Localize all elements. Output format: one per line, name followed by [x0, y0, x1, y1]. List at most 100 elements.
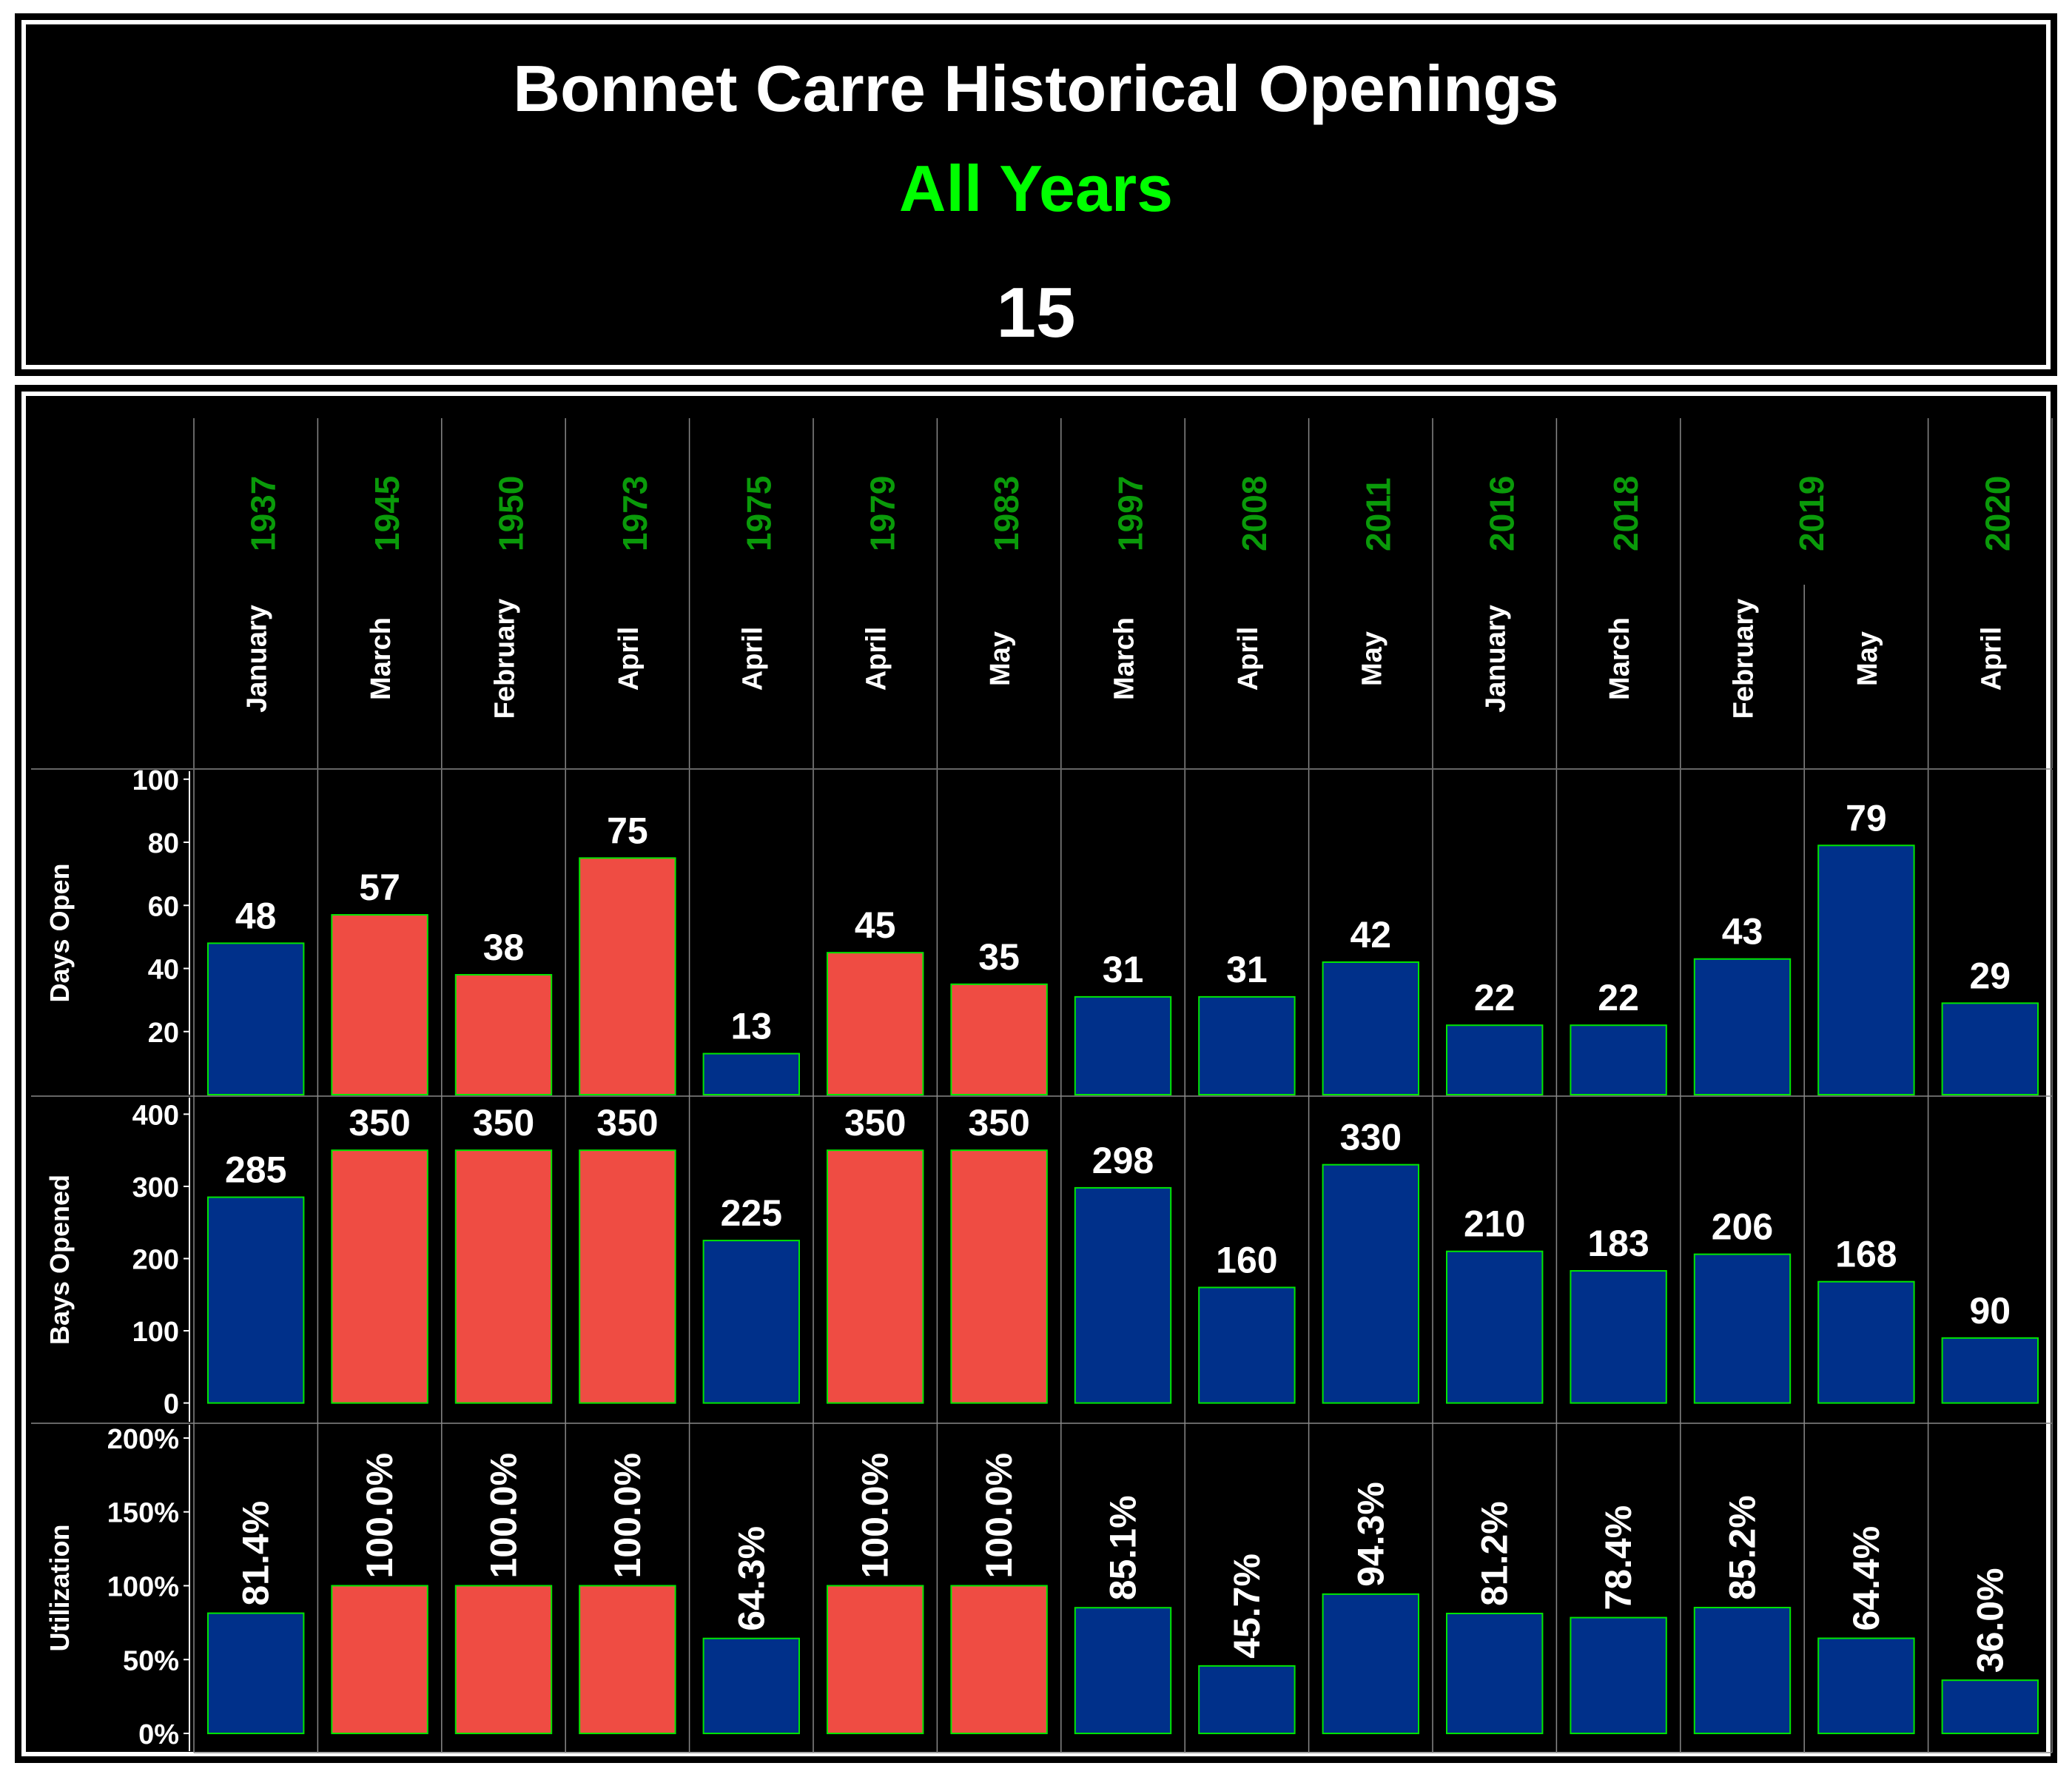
y-tick-label: 40 — [148, 955, 179, 986]
data-label: 350 — [844, 1102, 906, 1143]
panel-days-open: Days Open 20 40 60 80 100 48 57 38 75 13 45 35 31 31 42… — [44, 765, 2039, 1096]
y-tick-label: 150% — [107, 1498, 179, 1529]
data-label: 100.0% — [855, 1453, 896, 1579]
data-label: 22 — [1474, 977, 1516, 1018]
bar — [827, 1149, 924, 1404]
y-tick-label: 400 — [132, 1100, 179, 1131]
bar — [1446, 1024, 1544, 1096]
bar — [454, 974, 553, 1095]
bar — [1198, 1665, 1296, 1735]
month-label: April — [1976, 627, 2007, 691]
year-label: 1950 — [492, 476, 531, 551]
month-label: February — [490, 599, 521, 719]
year-label: 1997 — [1111, 476, 1150, 551]
data-label: 81.2% — [1474, 1501, 1516, 1606]
year-label: 2016 — [1483, 476, 1521, 551]
data-label: 100.0% — [359, 1453, 400, 1579]
year-label: 2011 — [1359, 477, 1397, 551]
year-label: 2019 — [1792, 476, 1831, 551]
month-label: January — [1481, 605, 1512, 713]
data-label: 64.3% — [730, 1526, 772, 1631]
data-label: 160 — [1216, 1240, 1277, 1281]
data-label: 350 — [473, 1102, 534, 1143]
bar — [827, 1585, 924, 1735]
bar — [207, 1612, 305, 1735]
y-tick-label: 200 — [132, 1245, 179, 1276]
panel-utilization: Utilization 0% 50% 100% 150% 200% 81.4% 100.0% 1… — [44, 1424, 2039, 1751]
year-label: 1945 — [368, 476, 406, 551]
bar — [950, 1149, 1048, 1404]
y-axis-label: Utilization — [44, 1525, 75, 1652]
data-label: 36.0% — [1969, 1568, 2011, 1673]
year-label: 2020 — [1978, 476, 2016, 551]
bar — [702, 1240, 800, 1404]
data-label: 225 — [721, 1192, 782, 1234]
year-label: 2018 — [1607, 476, 1645, 551]
year-label: 1937 — [244, 476, 283, 551]
bar — [1693, 958, 1792, 1095]
data-label: 100.0% — [978, 1453, 1020, 1579]
bar — [1198, 1286, 1296, 1404]
data-label: 78.4% — [1598, 1505, 1639, 1611]
year-label: 2008 — [1235, 476, 1274, 551]
bar — [1074, 1186, 1172, 1404]
data-label: 22 — [1598, 977, 1639, 1018]
data-label: 168 — [1835, 1234, 1897, 1275]
chart-body-panel: 1937 1945 1950 1973 1975 1979 1983 1997 2008 2011… — [15, 385, 2057, 1763]
y-tick-label: 200% — [107, 1424, 179, 1455]
bar — [1693, 1253, 1792, 1404]
month-label: May — [1852, 631, 1883, 686]
bar — [1941, 1002, 2039, 1096]
year-label: 1973 — [616, 476, 654, 551]
month-label: March — [1604, 617, 1635, 700]
data-label: 43 — [1722, 911, 1763, 953]
bar — [1446, 1613, 1544, 1735]
panel-bays-opened: Bays Opened 0 100 200 300 400 285 350 350 350 225 3… — [44, 1098, 2039, 1422]
bar — [1074, 995, 1172, 1095]
data-label: 45.7% — [1226, 1554, 1268, 1659]
data-label: 35 — [978, 936, 1020, 978]
data-label: 81.4% — [235, 1501, 277, 1606]
data-label: 210 — [1464, 1203, 1525, 1245]
month-label: February — [1729, 599, 1760, 719]
data-label: 64.4% — [1846, 1526, 1887, 1631]
bar — [1322, 961, 1419, 1095]
data-label: 100.0% — [483, 1453, 525, 1579]
data-label: 13 — [730, 1006, 772, 1047]
y-tick-label: 300 — [132, 1172, 179, 1203]
y-tick-label: 50% — [123, 1645, 179, 1676]
month-label: May — [985, 631, 1016, 686]
bar — [1817, 844, 1915, 1095]
openings-count: 15 — [997, 273, 1076, 352]
data-label: 75 — [607, 810, 648, 851]
month-label: January — [242, 605, 273, 713]
bar — [1446, 1250, 1544, 1404]
bar — [454, 1585, 553, 1735]
data-label: 79 — [1846, 797, 1887, 839]
year-label: 1983 — [987, 476, 1026, 551]
data-label: 350 — [968, 1102, 1029, 1143]
bar — [1322, 1163, 1419, 1404]
month-label: May — [1356, 631, 1388, 686]
chart-subtitle: All Years — [899, 152, 1173, 225]
column-header-layer: 1937 1945 1950 1973 1975 1979 1983 1997 2008 2011… — [242, 476, 2017, 719]
y-axis-label: Bays Opened — [44, 1175, 75, 1345]
bar — [579, 1149, 676, 1404]
grid-layer — [31, 418, 2053, 1753]
data-label: 85.1% — [1103, 1495, 1144, 1600]
y-tick-label: 60 — [148, 891, 179, 922]
bar — [950, 1585, 1048, 1735]
header-outer-frame — [15, 13, 2057, 376]
data-label: 90 — [1969, 1290, 2011, 1331]
bar — [702, 1052, 800, 1096]
bar — [1570, 1270, 1667, 1404]
bar — [579, 857, 676, 1096]
month-label: March — [1109, 617, 1140, 700]
data-label: 330 — [1340, 1117, 1402, 1158]
data-label: 45 — [855, 904, 896, 946]
panel-layer: Days Open 20 40 60 80 100 48 57 38 75 13 45 35 31 31 42… — [44, 765, 2039, 1751]
bar — [207, 1196, 305, 1404]
year-label: 1979 — [864, 476, 902, 551]
